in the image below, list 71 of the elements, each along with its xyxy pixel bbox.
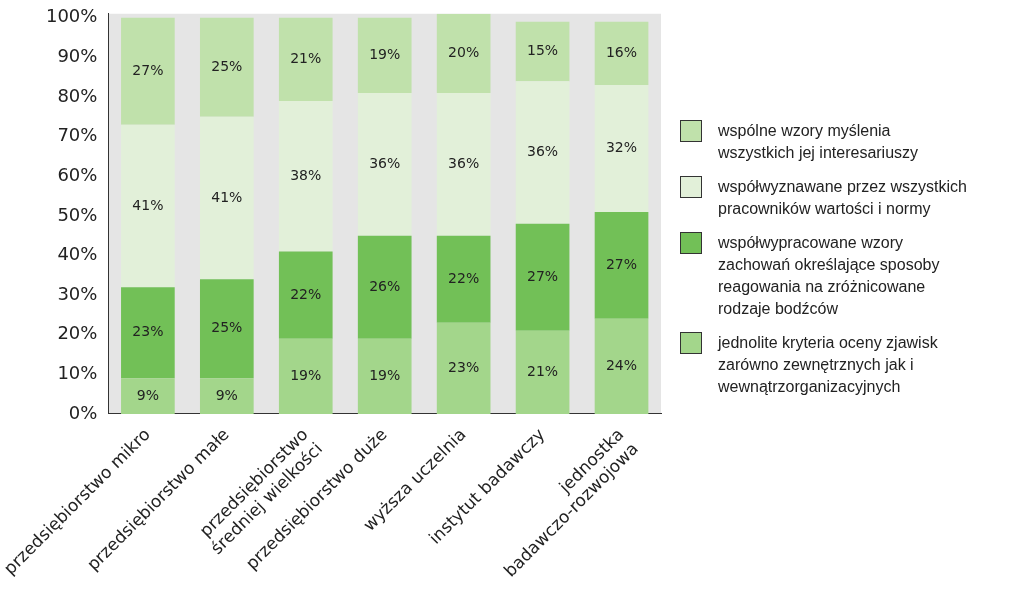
y-tick-label: 90%	[57, 45, 98, 67]
data-label: 19%	[290, 366, 322, 383]
y-tick-label: 20%	[57, 322, 98, 344]
bar	[594, 211, 649, 319]
y-tick-label: 50%	[57, 203, 98, 225]
data-label: 9%	[215, 386, 238, 403]
y-tick-label: 30%	[57, 282, 98, 304]
data-label: 26%	[369, 277, 401, 294]
data-label: 25%	[211, 57, 243, 74]
data-label: 22%	[290, 285, 322, 302]
bar	[278, 338, 333, 414]
bar	[199, 17, 254, 117]
bar	[357, 338, 412, 414]
data-label: 32%	[605, 139, 638, 156]
data-label: 21%	[527, 362, 559, 379]
bar	[515, 330, 570, 414]
bar	[436, 93, 491, 236]
data-label: 23%	[132, 323, 164, 340]
data-label: 36%	[527, 143, 559, 160]
data-label: 27%	[132, 61, 164, 78]
data-label: 19%	[369, 366, 401, 383]
bar	[594, 318, 649, 414]
bar	[436, 235, 491, 323]
bar	[594, 21, 649, 86]
bar	[121, 124, 175, 288]
bar	[357, 17, 412, 94]
y-tick-label: 0%	[68, 401, 98, 423]
data-label: 38%	[290, 166, 322, 183]
bar	[121, 287, 175, 379]
data-label: 19%	[369, 46, 401, 63]
data-label: 41%	[132, 196, 164, 213]
legend-label: współwypracowane wzory zachowań określające sposoby reagowania na zróżnicowane rodzaje bodźców	[718, 233, 941, 319]
y-tick-label: 40%	[57, 243, 98, 265]
bar	[199, 116, 254, 280]
bar	[515, 81, 570, 224]
bar	[436, 13, 491, 94]
y-tick-label: 10%	[57, 362, 98, 383]
bar	[515, 21, 570, 82]
data-label: 21%	[290, 50, 322, 66]
bar	[278, 17, 333, 101]
y-tick-label: 100%	[45, 5, 98, 27]
bar	[199, 378, 254, 414]
y-tick-label: 70%	[57, 124, 98, 146]
data-label: 16%	[605, 44, 638, 61]
data-label: 15%	[527, 42, 559, 59]
data-label: 9%	[136, 386, 159, 403]
data-label: 27%	[605, 256, 638, 273]
bar	[278, 251, 333, 339]
bar	[515, 223, 570, 331]
data-label: 41%	[211, 188, 243, 205]
y-tick-label: 60%	[57, 163, 98, 185]
data-label: 36%	[369, 154, 401, 171]
data-label: 25%	[211, 319, 243, 336]
data-label: 27%	[527, 267, 559, 284]
text: współwyznawane przez wszystkich pracowników wartości i normy	[718, 177, 968, 219]
data-label: 23%	[448, 359, 480, 376]
data-label: 22%	[448, 269, 480, 286]
data-label: 20%	[448, 44, 480, 61]
bar	[199, 279, 254, 379]
bar	[121, 378, 175, 414]
data-label: 24%	[605, 357, 638, 374]
bar	[594, 85, 649, 212]
bar	[436, 322, 491, 414]
y-tick-label: 80%	[57, 84, 98, 106]
bar	[278, 100, 333, 252]
bar	[357, 235, 412, 339]
bar	[121, 17, 175, 125]
legend-label: wspólne wzory myślenia wszystkich jej interesariuszy	[718, 121, 920, 163]
bar	[357, 93, 412, 236]
data-label: 36%	[448, 154, 480, 171]
legend-label: jednolite kryteria oceny zjawisk zarówno zewnętrznych jak i wewnątrzorganizacyjnych	[718, 333, 939, 397]
